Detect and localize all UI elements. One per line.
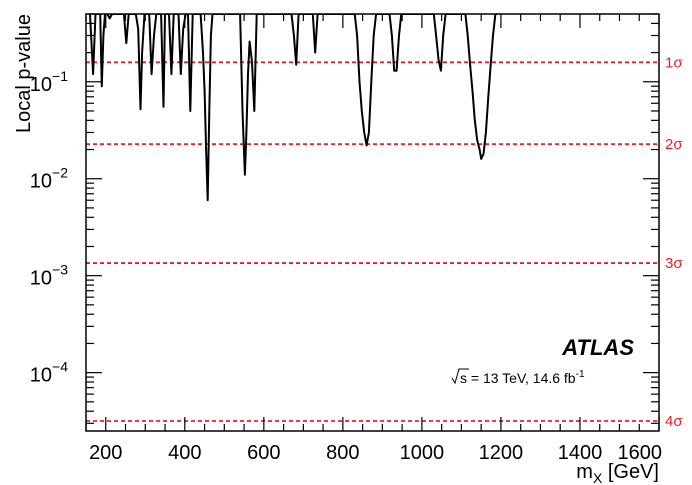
local-p-value-line: [89, 14, 497, 202]
y-tick-label-base: 10: [30, 74, 52, 96]
y-tick-label-base: 10: [30, 171, 52, 193]
y-axis-title: Local p-value: [13, 14, 35, 133]
sqrt-icon: [451, 368, 469, 385]
sigma-labels: 1σ 2σ 3σ 4σ: [665, 54, 683, 430]
plot-frame: [85, 13, 660, 432]
x-axis-title-unit: [GeV]: [602, 461, 659, 483]
y-tick-label-base: 10: [30, 268, 52, 290]
x-tick-label: 200: [89, 442, 122, 464]
x-tick-label: 1000: [400, 442, 445, 464]
luminosity-exponent: -1: [576, 369, 585, 380]
y-tick-label: 10−1: [30, 68, 68, 96]
y-tick-label: 10−4: [30, 359, 68, 387]
x-tick-label: 800: [326, 442, 359, 464]
x-axis-title: mX [GeV]: [576, 461, 659, 485]
sqrt-s-symbol: s: [460, 370, 467, 386]
sigma-label-2: 2σ: [665, 136, 683, 153]
y-axis-ticks: [86, 13, 659, 424]
sigma-reference-lines: [86, 61, 659, 422]
x-tick-label: 400: [168, 442, 201, 464]
x-tick-label: 1400: [558, 442, 603, 464]
sigma-label-3: 3σ: [665, 255, 683, 272]
x-axis-title-main: m: [576, 461, 593, 483]
atlas-label: ATLAS: [561, 335, 634, 360]
y-tick-label-exponent: −3: [52, 262, 68, 278]
sigma-label-4: 4σ: [665, 413, 683, 430]
y-tick-label-exponent: −2: [52, 165, 68, 181]
x-tick-label: 1200: [479, 442, 524, 464]
x-tick-label: 600: [247, 442, 280, 464]
y-tick-label: 10−2: [30, 165, 68, 193]
y-tick-label-base: 10: [30, 365, 52, 387]
x-axis-ticks: [85, 14, 660, 431]
y-tick-label-exponent: −4: [52, 359, 68, 375]
energy-luminosity-label: s = 13 TeV, 14.6 fb-1: [451, 368, 585, 386]
x-axis-title-sub: X: [593, 470, 603, 485]
x-tick-label: 1600: [618, 442, 663, 464]
x-axis-tick-labels: 200 400 600 800 1000 1200 1400 1600: [89, 442, 662, 464]
y-axis-tick-labels: 10−110−210−310−4: [30, 68, 68, 387]
energy-text: = 13 TeV, 14.6 fb: [467, 370, 576, 386]
sigma-label-1: 1σ: [665, 54, 683, 71]
y-tick-label: 10−3: [30, 262, 68, 290]
y-tick-label-exponent: −1: [52, 68, 68, 84]
svg-text:s = 13 TeV, 14.6 fb-1: s = 13 TeV, 14.6 fb-1: [460, 369, 585, 386]
